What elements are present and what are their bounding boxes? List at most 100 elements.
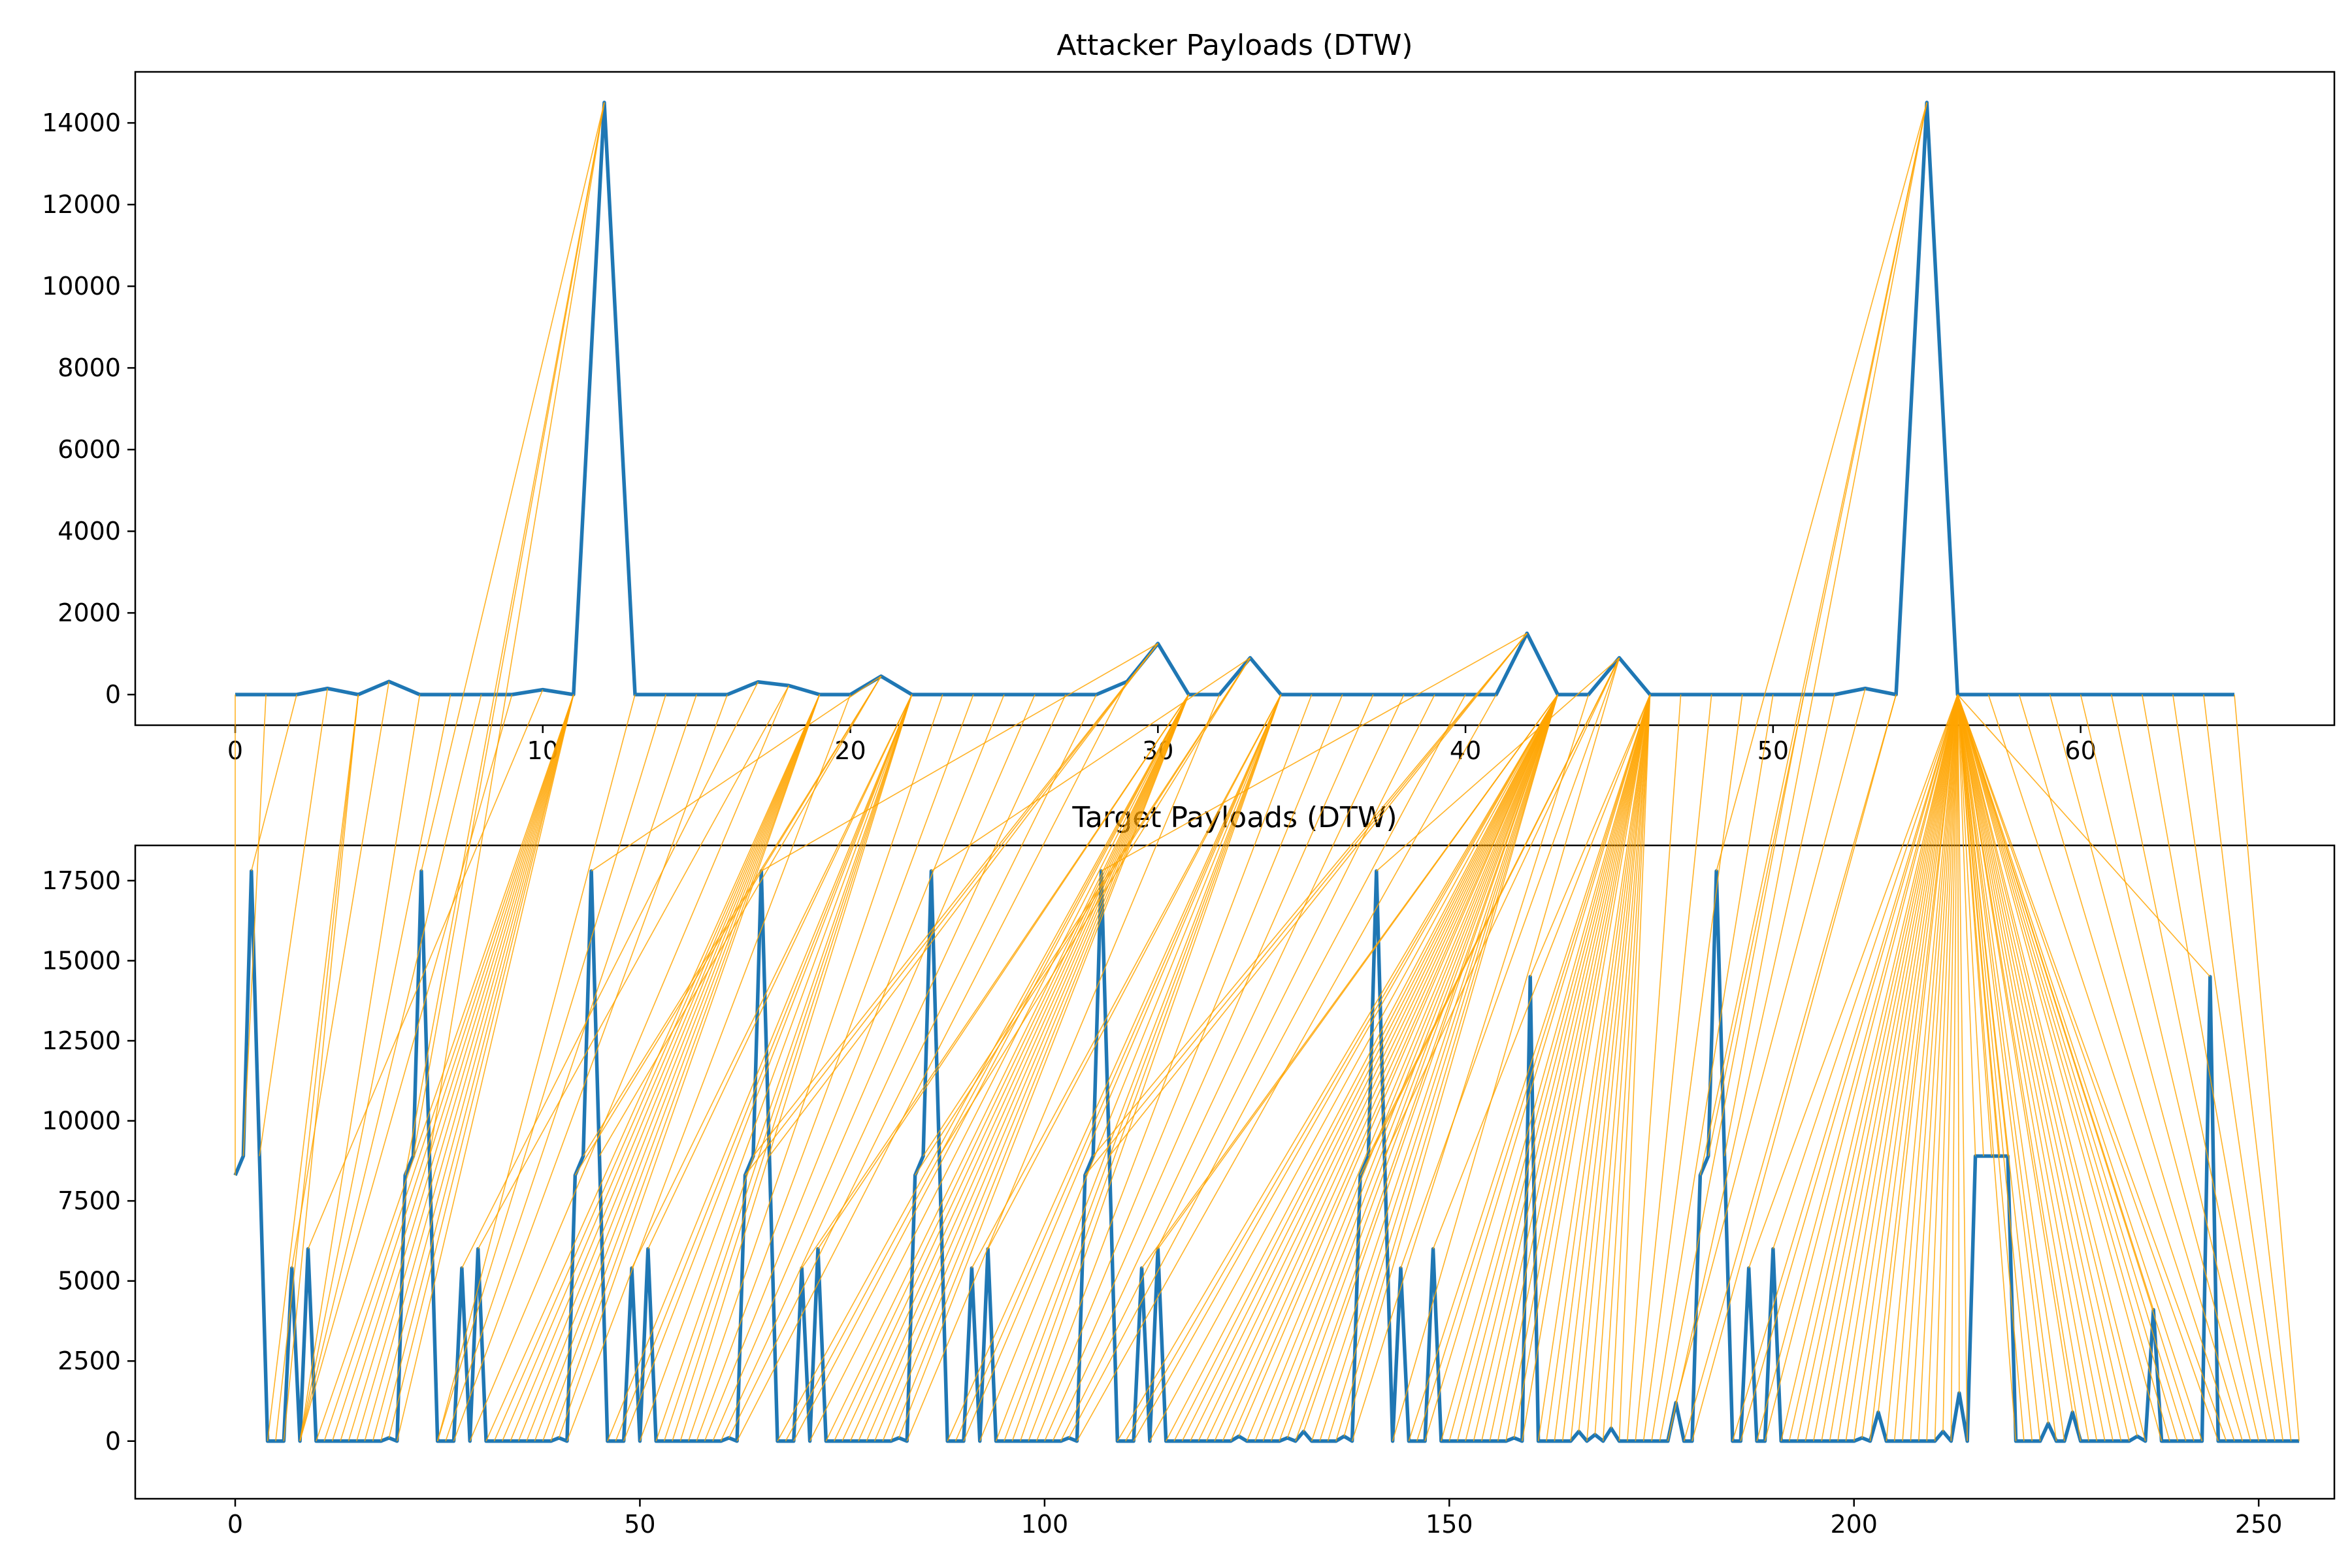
dtw-connection-line [1157,694,1558,1250]
dtw-connection-line [1432,694,1651,1249]
dtw-connection-line [1004,694,1282,1442]
dtw-connection-line [583,676,882,1156]
dtw-connection-line [526,694,821,1442]
dtw-connection-line [251,694,297,872]
dtw-connection-line [639,694,913,1442]
dtw-connection-line [550,694,821,1442]
dtw-connection-line [1085,632,1527,1176]
dtw-connection-line [1651,694,1774,1441]
dtw-connection-line [898,694,1190,1439]
dtw-connection-line [1441,694,1651,1441]
dtw-connection-line [1513,694,1651,1439]
dtw-connection-line [849,694,1190,1442]
dtw-warping-path [235,102,2300,1442]
dtw-connection-line [1861,694,1959,1438]
dtw-connection-line [793,694,1190,1442]
dtw-connection-line [728,694,1097,1439]
attacker-y-tick-label: 4000 [57,517,121,546]
dtw-connection-line [1028,694,1313,1442]
dtw-connection-line [436,694,666,1441]
dtw-connection-line [866,694,1190,1442]
dtw-connection-line [712,694,1036,1442]
dtw-connection-line [809,694,1190,1442]
dtw-connection-line [1327,694,1559,1441]
dtw-connection-line [906,694,1220,1442]
attacker-y-tick-label: 2000 [57,598,121,627]
dtw-connection-line [1813,694,1959,1441]
dtw-connection-line [1133,694,1559,1442]
dtw-connection-line [502,694,821,1442]
dtw-connection-line [1173,694,1559,1442]
dtw-connection-line [1707,102,1928,1156]
dtw-connection-line [1691,694,1897,1441]
dtw-connection-line [1376,657,1620,872]
dtw-connection-line [1659,694,1805,1441]
dtw-connection-line [396,694,574,1441]
dtw-connection-line [1926,694,1959,1441]
dtw-connection-line [1683,694,1897,1441]
dtw-connection-line [1957,694,2049,1424]
target-series-line [233,869,2300,1443]
dtw-connection-line [1957,694,2098,1441]
target-x-tick-label: 0 [227,1510,243,1539]
dtw-connection-line [445,694,697,1442]
dtw-connection-line [688,694,943,1442]
attacker-x-tick-label: 60 [2065,736,2096,765]
dtw-connection-line [1667,694,1835,1441]
target-axes-frame [134,844,2336,1500]
dtw-connection-line [1586,694,1651,1441]
dtw-connection-line [769,643,1158,1156]
dtw-connection-line [882,694,1190,1442]
attacker-y-tick-label: 14000 [42,108,121,137]
dtw-connection-line [1957,694,2017,1441]
dtw-connection-line [1716,102,1928,872]
target-y-tick-label: 7500 [57,1186,121,1215]
dtw-connection-line [663,694,913,1442]
dtw-connection-line [1052,694,1405,1442]
dtw-connection-line [1829,694,1959,1441]
dtw-connection-line [1149,694,1559,1442]
dtw-connection-line [1343,694,1559,1437]
dtw-connection-line [1424,694,1651,1441]
target-y-tick-label: 5000 [57,1267,121,1296]
dtw-connection-line [331,694,574,1442]
dtw-connection-line [1036,694,1343,1442]
dtw-connection-line [404,102,605,1176]
dtw-connection-line [1957,694,2082,1441]
dtw-connection-line [1780,694,1959,1441]
dtw-connection-line [340,694,574,1441]
dtw-connection-line [1416,694,1651,1441]
dtw-connection-line [1805,694,1959,1441]
dtw-connection-line [1957,694,2163,1441]
dtw-connection-line [461,681,759,1269]
dtw-connection-line [704,694,1005,1442]
dtw-connection-line [421,102,605,872]
dtw-connection-line [1367,657,1620,1156]
attacker-x-tick-label: 40 [1450,736,1481,765]
dtw-connection-line [607,694,913,1442]
dtw-connection-line [1101,632,1527,872]
dtw-connection-line [299,694,482,1441]
dtw-connection-line [1821,694,1959,1441]
dtw-connection-line [1044,694,1374,1442]
dtw-connection-line [1957,694,1976,1156]
dtw-connection-line [1489,694,1651,1441]
dtw-connection-line [380,694,574,1441]
dtw-connection-line [275,694,359,1441]
dtw-connection-line [1497,694,1651,1441]
dtw-connection-line [1957,694,2106,1441]
dtw-connection-line [1522,694,1651,1441]
target-y-tick-label: 15000 [42,946,121,975]
dtw-connection-line [1230,694,1559,1442]
dtw-connection-line [955,694,1282,1442]
dtw-connection-line [841,694,1190,1442]
dtw-connection-line [1117,694,1558,1442]
target-y-ticks: 0 2500 5000 7500 10000 12500 15000 17500 [42,866,135,1456]
dtw-connection-line [2234,694,2300,1441]
dtw-connection-line [1957,694,2114,1441]
dtw-connection-line [299,694,421,1441]
attacker-y-tick-label: 8000 [57,353,121,382]
dtw-connection-line [1957,694,2227,1442]
dtw-connection-line [1594,694,1651,1435]
dtw-connection-line [1957,694,2219,1442]
